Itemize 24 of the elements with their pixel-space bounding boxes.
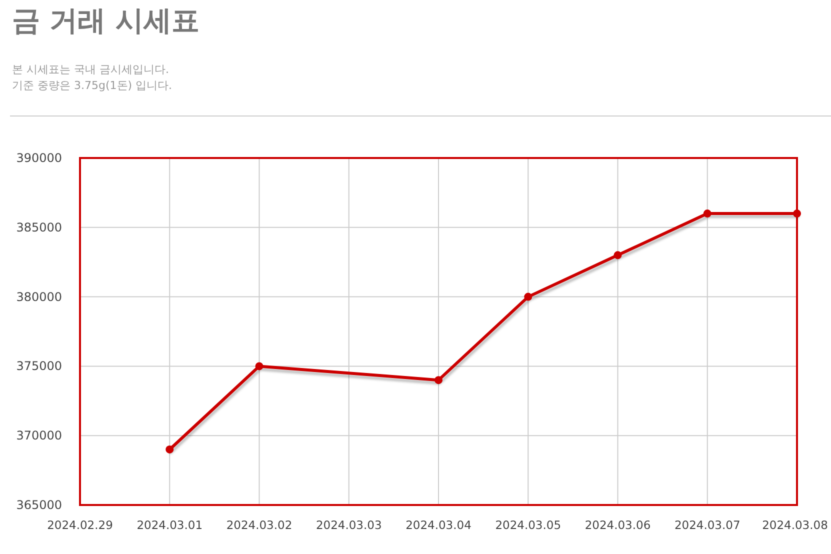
x-tick-label: 2024.03.01 — [136, 518, 203, 532]
y-tick-label: 370000 — [16, 428, 62, 443]
x-tick-label: 2024.03.08 — [762, 518, 828, 532]
y-tick-label: 375000 — [16, 359, 62, 374]
point — [614, 251, 622, 260]
x-tick-label: 2024.03.03 — [316, 518, 382, 532]
point — [166, 445, 174, 454]
point — [524, 292, 532, 301]
y-tick-label: 380000 — [16, 290, 62, 304]
x-tick-label: 2024.02.29 — [47, 518, 113, 532]
point — [793, 210, 801, 218]
x-tick-label: 2024.03.05 — [495, 518, 562, 532]
point — [255, 362, 264, 370]
x-tick-label: 2024.03.02 — [226, 518, 292, 532]
y-tick-label: 365000 — [16, 498, 62, 512]
chart-subtitle: 본 시세표는 국내 금시세입니다. 기준 중량은 3.75g(1돈) 입니다. — [12, 63, 172, 92]
y-tick-label: 390000 — [16, 151, 62, 165]
point — [703, 210, 712, 218]
chart-title: 금 거래 시세표 — [12, 4, 200, 37]
y-tick-label: 385000 — [16, 220, 62, 234]
x-tick-label: 2024.03.04 — [406, 518, 472, 532]
x-tick-label: 2024.03.06 — [584, 518, 651, 532]
x-tick-label: 2024.03.07 — [674, 518, 740, 532]
point — [434, 376, 442, 384]
